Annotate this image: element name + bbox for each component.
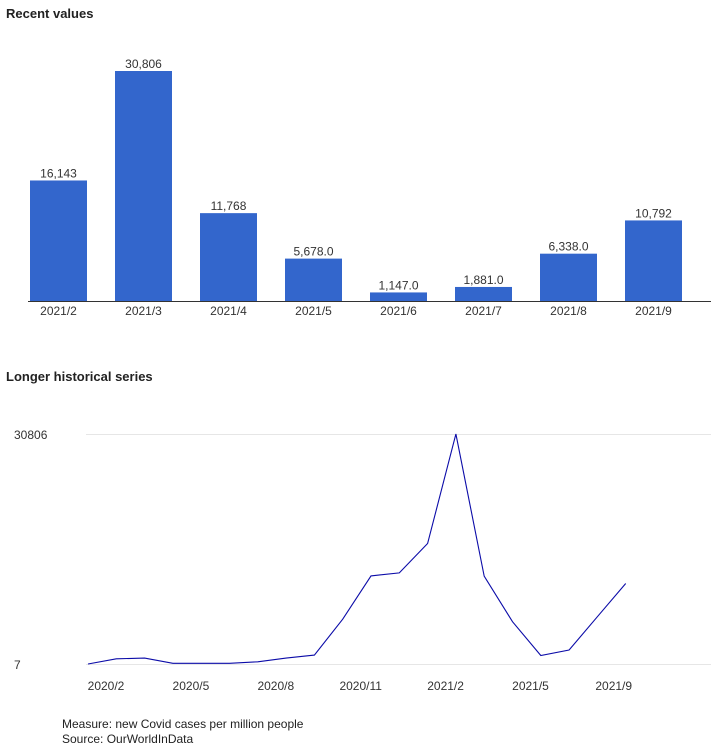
bar <box>625 220 682 301</box>
line-chart-title: Longer historical series <box>6 369 153 384</box>
bar <box>540 253 597 301</box>
x-tick-label: 2021/5 <box>512 679 549 693</box>
bar-value-label: 1,147.0 <box>378 278 418 292</box>
x-tick-label: 2020/5 <box>173 679 210 693</box>
bar-value-label: 1,881.0 <box>463 273 503 287</box>
bar-value-label: 5,678.0 <box>293 245 333 259</box>
y-tick-label: 30806 <box>14 428 48 442</box>
bar-value-label: 11,768 <box>211 199 247 213</box>
bar <box>455 286 512 301</box>
measure-note: Measure: new Covid cases per million peo… <box>62 717 304 731</box>
bar-value-label: 10,792 <box>635 206 672 220</box>
x-tick-label: 2020/2 <box>88 679 125 693</box>
bar <box>200 213 257 301</box>
bar-chart: 16,143 2021/2 30,806 2021/3 11,768 2021/4 5,67… <box>28 57 711 318</box>
x-tick-label: 2021/4 <box>210 304 247 318</box>
bar <box>285 258 342 301</box>
x-tick-label: 2021/3 <box>125 304 162 318</box>
x-tick-label: 2021/9 <box>635 304 672 318</box>
x-tick-label: 2020/8 <box>257 679 294 693</box>
bar-chart-title: Recent values <box>6 6 94 21</box>
x-tick-label: 2021/9 <box>595 679 632 693</box>
bar <box>30 180 87 301</box>
bar-value-label: 16,143 <box>40 166 77 180</box>
bar-value-label: 6,338.0 <box>548 240 588 254</box>
bar <box>370 292 427 301</box>
x-tick-label: 2021/6 <box>380 304 417 318</box>
source-note: Source: OurWorldInData <box>62 732 194 746</box>
x-tick-label: 2021/2 <box>427 679 464 693</box>
y-tick-label: 7 <box>14 658 21 672</box>
line-chart: 30806 7 2020/2 2020/5 2020/8 2020/11 2021/2 202… <box>14 428 711 693</box>
series-line <box>87 433 627 665</box>
x-tick-label: 2020/11 <box>339 679 382 693</box>
bar-value-label: 30,806 <box>125 57 162 71</box>
x-tick-label: 2021/7 <box>465 304 502 318</box>
bar <box>115 71 172 301</box>
x-tick-label: 2021/2 <box>40 304 77 318</box>
x-tick-label: 2021/8 <box>550 304 587 318</box>
x-tick-label: 2021/5 <box>295 304 332 318</box>
